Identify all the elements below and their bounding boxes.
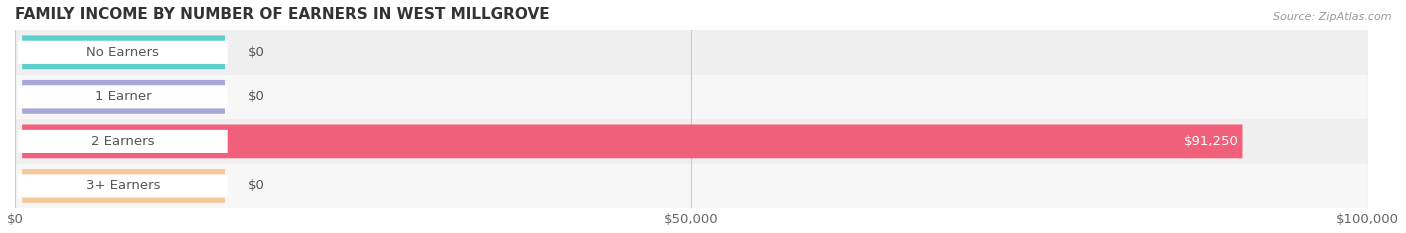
FancyBboxPatch shape [18,41,228,64]
FancyBboxPatch shape [22,35,225,69]
Text: $0: $0 [247,179,264,192]
Text: $0: $0 [247,46,264,59]
FancyBboxPatch shape [22,80,225,114]
Text: Source: ZipAtlas.com: Source: ZipAtlas.com [1274,12,1392,22]
FancyBboxPatch shape [18,85,228,108]
Text: 1 Earner: 1 Earner [94,90,152,103]
Bar [15,119,1368,164]
Text: 2 Earners: 2 Earners [91,135,155,148]
Text: No Earners: No Earners [86,46,159,59]
Text: 3+ Earners: 3+ Earners [86,179,160,192]
Bar [15,75,1368,119]
FancyBboxPatch shape [18,174,228,198]
FancyBboxPatch shape [18,130,228,153]
Text: FAMILY INCOME BY NUMBER OF EARNERS IN WEST MILLGROVE: FAMILY INCOME BY NUMBER OF EARNERS IN WE… [15,7,550,22]
FancyBboxPatch shape [22,124,1243,158]
Text: $0: $0 [247,90,264,103]
Bar [15,164,1368,208]
Text: $91,250: $91,250 [1184,135,1239,148]
Bar [15,30,1368,75]
FancyBboxPatch shape [22,169,225,203]
